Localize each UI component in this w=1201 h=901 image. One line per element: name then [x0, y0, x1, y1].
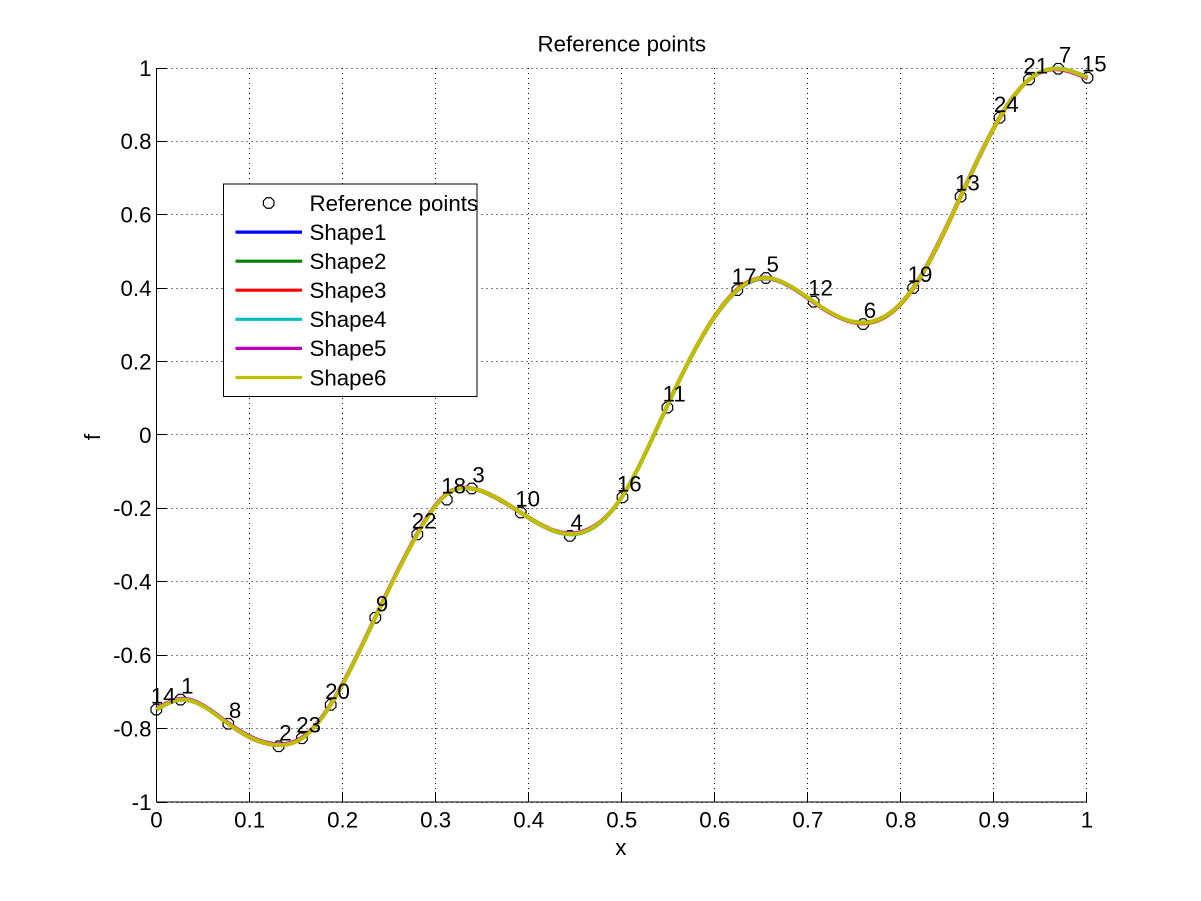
svg-text:10: 10 [515, 487, 540, 512]
svg-text:-0.4: -0.4 [113, 570, 151, 595]
svg-text:-0.6: -0.6 [113, 643, 151, 668]
svg-text:0.8: 0.8 [885, 808, 916, 833]
svg-text:3: 3 [472, 463, 484, 488]
svg-text:19: 19 [908, 262, 933, 287]
svg-text:x: x [615, 835, 626, 860]
svg-text:12: 12 [808, 276, 833, 301]
svg-text:1: 1 [139, 56, 151, 81]
svg-text:16: 16 [617, 471, 642, 496]
svg-text:21: 21 [1023, 54, 1048, 79]
svg-text:14: 14 [151, 684, 176, 709]
svg-text:0.6: 0.6 [121, 203, 152, 228]
svg-text:0.5: 0.5 [606, 808, 637, 833]
svg-text:0: 0 [139, 423, 151, 448]
svg-text:2: 2 [279, 720, 291, 745]
svg-text:0.3: 0.3 [420, 808, 451, 833]
svg-text:0.9: 0.9 [979, 808, 1010, 833]
svg-text:5: 5 [766, 252, 778, 277]
svg-text:4: 4 [570, 510, 582, 535]
svg-text:0.1: 0.1 [234, 808, 265, 833]
svg-text:9: 9 [376, 592, 388, 617]
svg-text:0.7: 0.7 [792, 808, 823, 833]
svg-text:22: 22 [412, 508, 437, 533]
svg-text:0: 0 [150, 808, 162, 833]
svg-text:0.2: 0.2 [327, 808, 358, 833]
svg-text:Shape2: Shape2 [310, 249, 387, 274]
svg-text:8: 8 [229, 698, 241, 723]
svg-text:-0.2: -0.2 [113, 496, 151, 521]
svg-text:24: 24 [994, 92, 1019, 117]
svg-text:0.4: 0.4 [513, 808, 544, 833]
svg-text:Shape6: Shape6 [310, 365, 387, 390]
svg-text:Shape1: Shape1 [310, 220, 387, 245]
svg-text:Shape4: Shape4 [310, 307, 387, 332]
svg-text:Shape3: Shape3 [310, 278, 387, 303]
svg-text:23: 23 [296, 712, 321, 737]
svg-text:f: f [80, 433, 105, 440]
svg-text:0.8: 0.8 [121, 129, 152, 154]
svg-text:13: 13 [955, 171, 980, 196]
svg-text:11: 11 [663, 382, 686, 407]
svg-text:20: 20 [325, 679, 350, 704]
svg-text:-0.8: -0.8 [113, 716, 151, 741]
svg-text:Reference points: Reference points [310, 191, 479, 216]
svg-text:6: 6 [864, 298, 876, 323]
svg-text:1: 1 [181, 674, 193, 699]
svg-text:Shape5: Shape5 [310, 336, 387, 361]
svg-text:15: 15 [1082, 52, 1107, 77]
svg-text:0.4: 0.4 [121, 276, 152, 301]
svg-text:-1: -1 [132, 790, 152, 815]
svg-text:7: 7 [1059, 43, 1071, 68]
svg-text:Reference points: Reference points [538, 32, 707, 57]
svg-text:0.2: 0.2 [121, 349, 152, 374]
svg-text:17: 17 [732, 264, 757, 289]
svg-text:0.6: 0.6 [699, 808, 730, 833]
svg-text:1: 1 [1081, 808, 1093, 833]
svg-text:18: 18 [441, 474, 466, 499]
